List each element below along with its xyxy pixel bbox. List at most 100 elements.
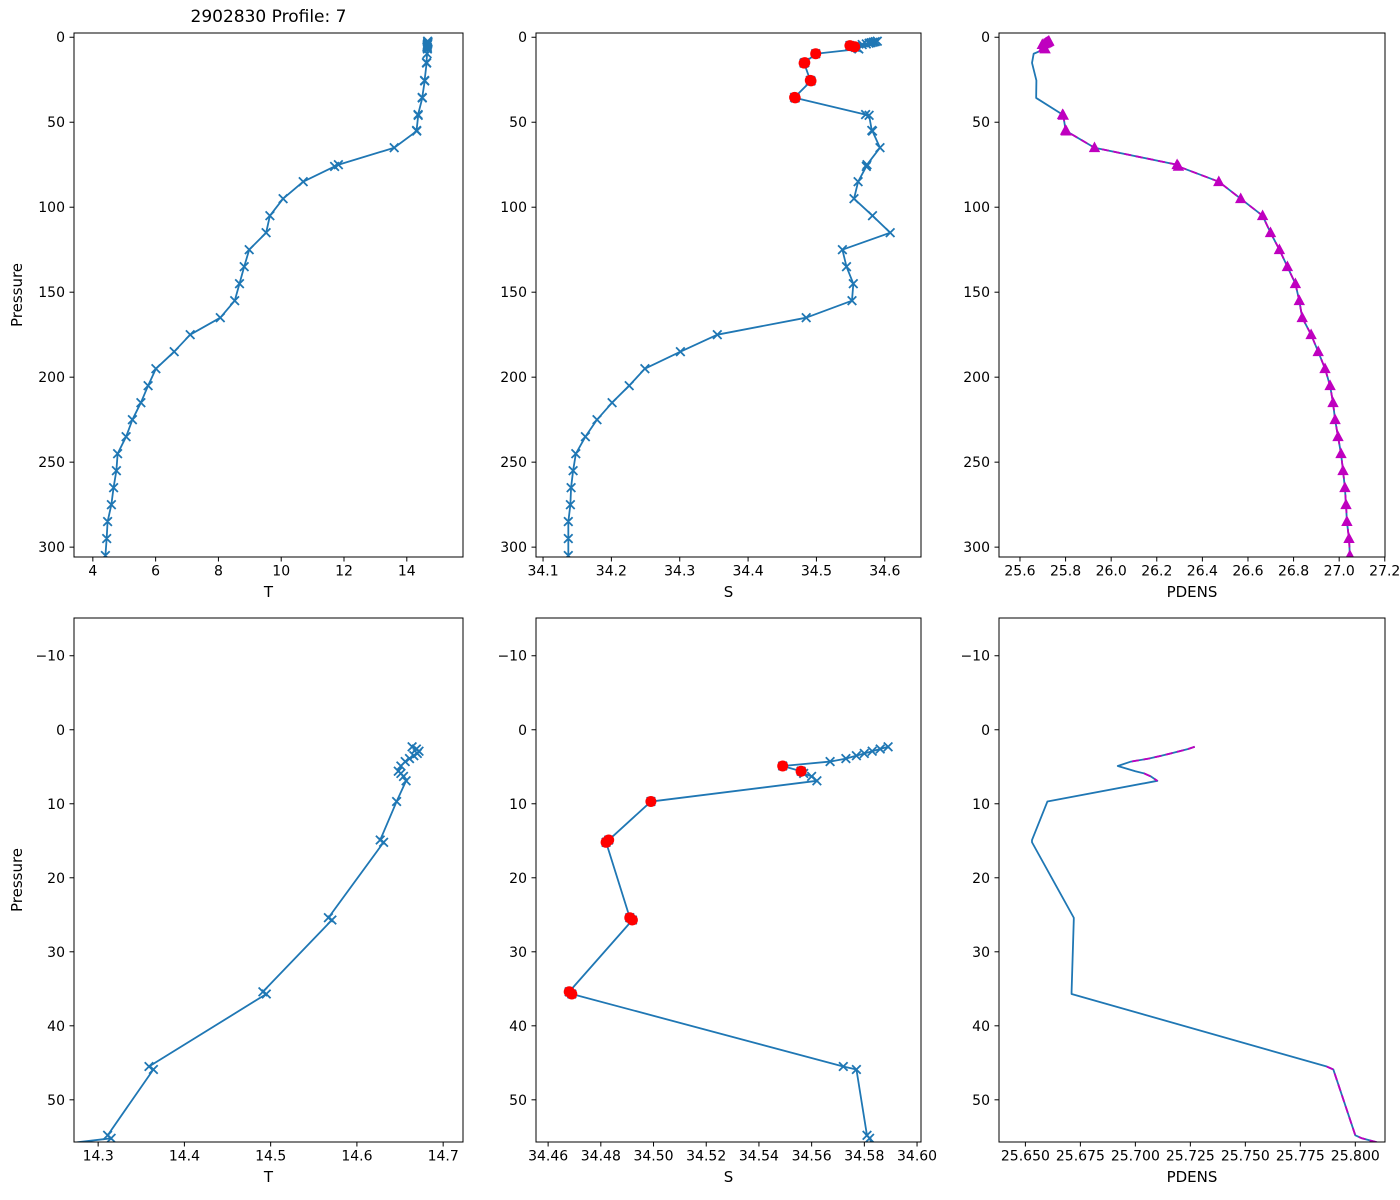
temperature-full-axes: 4 6 8 10 12 14 0 50 100 150 200 250 300 T Pressure <box>8 30 464 601</box>
x-tick-label: 26.0 <box>1096 564 1127 580</box>
y-tick-label: 0 <box>56 30 65 46</box>
temperature-full-ylabel: Pressure <box>8 263 26 327</box>
x-tick-label: 14.5 <box>255 1149 286 1165</box>
y-tick-label: 50 <box>509 1093 527 1109</box>
y-tick-label: −10 <box>35 649 65 665</box>
x-tick-label: 25.750 <box>1221 1149 1270 1165</box>
temperature-zoom-axes: 14.3 14.4 14.5 14.6 14.7 −10 0 10 20 30 40 50 T Press… <box>8 617 464 1186</box>
y-tick-label: 10 <box>972 797 990 813</box>
triangle-markers <box>1036 35 1355 557</box>
flagged-point-marker <box>810 48 822 60</box>
x-tick-label: 25.725 <box>1166 1149 1215 1165</box>
pdens-adjusted-line <box>1130 745 1380 1142</box>
x-tick-label: 25.775 <box>1276 1149 1325 1165</box>
y-tick-label: 50 <box>972 115 990 131</box>
x-tick-label: 34.6 <box>869 564 900 580</box>
x-tick-label: 27.2 <box>1369 564 1400 580</box>
y-tick-label: 0 <box>56 723 65 739</box>
x-tick-label: 34.50 <box>633 1149 673 1165</box>
salinity-raw-line <box>568 745 889 1142</box>
y-tick-label: 50 <box>47 115 65 131</box>
pdens-zoom-spines <box>998 617 1386 1143</box>
y-tick-label: 30 <box>972 945 990 961</box>
salinity-full-spines <box>535 32 922 558</box>
y-tick-label: 50 <box>47 1093 65 1109</box>
x-tick-label: 34.5 <box>801 564 832 580</box>
x-tick-label: 4 <box>88 564 97 580</box>
flagged-point-marker <box>789 92 801 104</box>
x-markers <box>563 36 896 557</box>
figure-title: 2902830 Profile: 7 <box>190 7 347 27</box>
y-tick-label: 40 <box>509 1019 527 1035</box>
temperature-full-spines <box>73 32 464 558</box>
y-tick-label: 30 <box>509 945 527 961</box>
x-tick-label: 26.8 <box>1278 564 1309 580</box>
salinity-full-axes: 34.1 34.2 34.3 34.4 34.5 34.6 0 50 100 150 200 250 3… <box>500 30 922 601</box>
y-tick-label: 200 <box>38 370 65 386</box>
y-tick-label: 250 <box>500 455 527 471</box>
salinity-full-salinity-flagged-series <box>789 40 861 104</box>
flagged-point-marker <box>645 796 657 807</box>
y-tick-label: 40 <box>972 1019 990 1035</box>
salinity-zoom-salinity-flagged-series <box>563 760 807 1000</box>
x-markers <box>100 36 433 557</box>
y-tick-label: 300 <box>500 540 527 556</box>
x-tick-label: 14.4 <box>169 1149 200 1165</box>
salinity-zoom-axes: 34.46 34.48 34.50 34.52 34.54 34.56 34.58 34.60… <box>497 617 937 1186</box>
flagged-point-marker <box>777 760 789 772</box>
pdens-full-axes: 25.6 25.8 26.0 26.2 26.4 26.6 26.8 27.0 27.2 0 50 1… <box>963 30 1400 601</box>
y-tick-label: 30 <box>47 945 65 961</box>
pdens-full-pdens-raw-series <box>1031 40 1351 556</box>
x-tick-label: 25.700 <box>1111 1149 1160 1165</box>
x-markers <box>102 741 424 1142</box>
x-tick-label: 8 <box>214 564 223 580</box>
y-tick-label: 150 <box>38 285 65 301</box>
pdens-adjusted-line <box>1042 40 1351 556</box>
x-tick-label: 25.8 <box>1050 564 1081 580</box>
x-tick-label: 10 <box>272 564 290 580</box>
salinity-zoom-spines <box>535 617 922 1143</box>
temperature-zoom-spines <box>73 617 464 1143</box>
y-tick-label: 100 <box>38 200 65 216</box>
salinity-zoom-xlabel: S <box>724 1168 734 1186</box>
y-tick-label: 300 <box>963 540 990 556</box>
x-tick-label: 25.675 <box>1056 1149 1105 1165</box>
x-tick-label: 25.650 <box>1001 1149 1050 1165</box>
y-tick-label: 0 <box>518 723 527 739</box>
x-tick-label: 25.800 <box>1331 1149 1380 1165</box>
pdens-raw-line <box>1031 40 1351 556</box>
x-tick-label: 14.3 <box>83 1149 114 1165</box>
salinity-full-salinity-raw-series <box>563 36 896 557</box>
y-tick-label: 200 <box>963 370 990 386</box>
y-tick-label: 150 <box>963 285 990 301</box>
pdens-zoom-pdens-adjusted-series <box>1130 745 1380 1142</box>
flagged-point-marker <box>600 836 612 848</box>
y-tick-label: 50 <box>972 1093 990 1109</box>
y-tick-label: 0 <box>518 30 527 46</box>
x-tick-label: 25.6 <box>1004 564 1035 580</box>
x-tick-label: 34.4 <box>732 564 763 580</box>
pdens-raw-line <box>1031 745 1380 1142</box>
x-tick-label: 34.58 <box>844 1149 884 1165</box>
pdens-zoom-axes: 25.650 25.675 25.700 25.725 25.750 25.775 25.8… <box>960 617 1386 1186</box>
temperature-zoom-temperature-raw-series <box>74 741 424 1142</box>
x-tick-label: 34.1 <box>527 564 558 580</box>
flagged-point-marker <box>795 765 807 777</box>
salinity-zoom-salinity-raw-series <box>564 741 894 1142</box>
y-tick-label: 300 <box>38 540 65 556</box>
salinity-full-xlabel: S <box>724 583 734 601</box>
x-tick-label: 14 <box>398 564 416 580</box>
x-tick-label: 26.2 <box>1141 564 1172 580</box>
pdens-zoom-xlabel: PDENS <box>1167 1168 1218 1186</box>
x-tick-label: 34.60 <box>897 1149 937 1165</box>
x-tick-label: 34.52 <box>686 1149 726 1165</box>
pdens-full-spines <box>998 32 1386 558</box>
y-tick-label: −10 <box>960 649 990 665</box>
x-tick-label: 26.6 <box>1232 564 1263 580</box>
y-tick-label: 20 <box>47 871 65 887</box>
y-tick-label: 10 <box>509 797 527 813</box>
x-tick-label: 14.6 <box>341 1149 372 1165</box>
pdens-full-pdens-adjusted-series <box>1036 35 1355 557</box>
x-tick-label: 34.48 <box>581 1149 621 1165</box>
